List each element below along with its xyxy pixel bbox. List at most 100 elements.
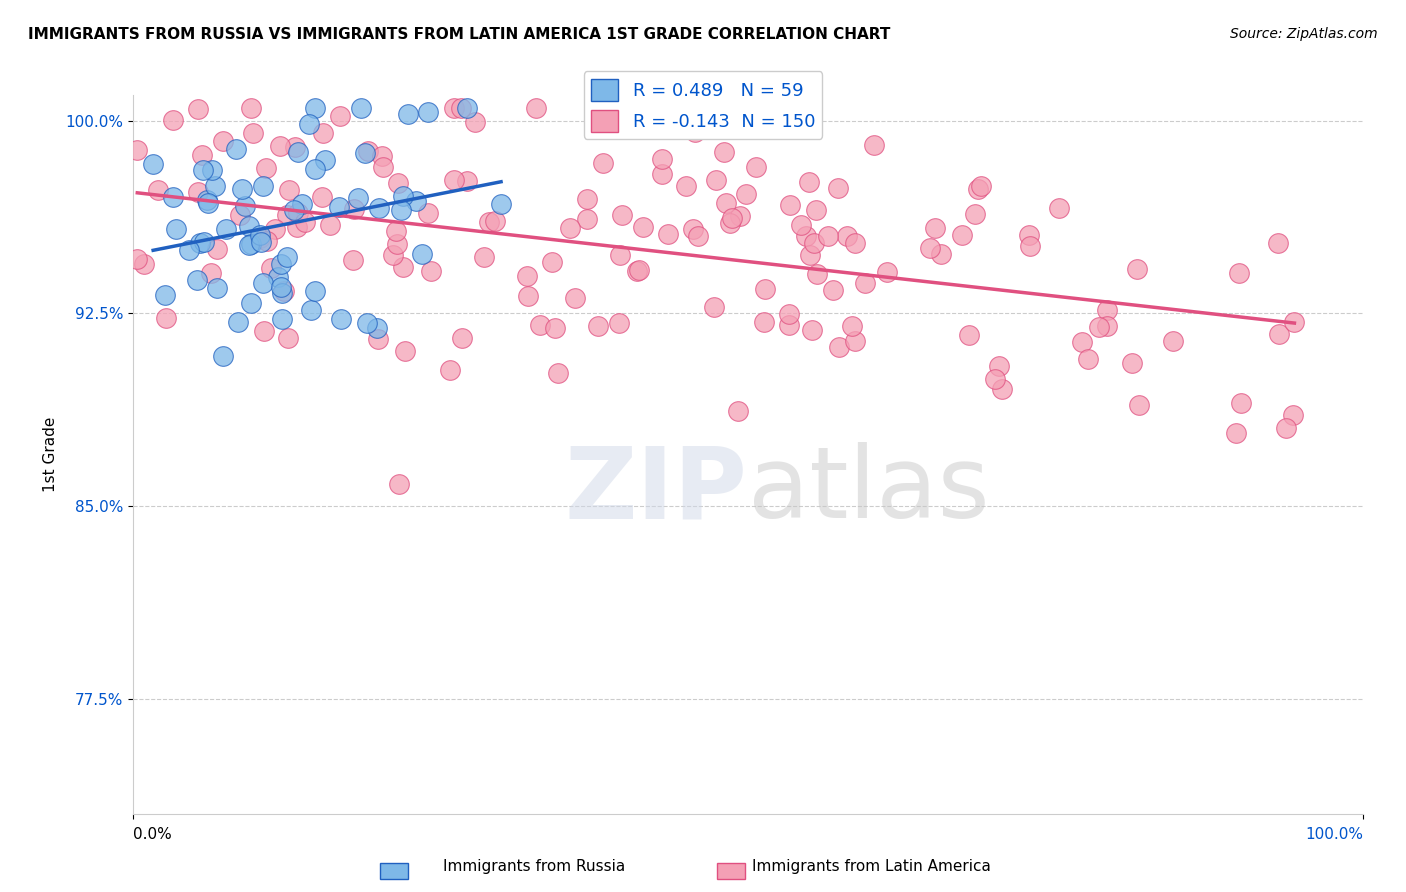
Point [342,253,364,268]
Point [200,266,222,280]
Point [844,334,866,348]
Point [187,103,209,117]
Point [277,331,299,345]
Point [806,267,828,281]
Point [752,315,775,329]
Point [260,261,283,276]
Point [721,211,744,226]
Point [790,218,813,232]
Point [1121,356,1143,370]
Text: IMMIGRANTS FROM RUSSIA VS IMMIGRANTS FROM LATIN AMERICA 1ST GRADE CORRELATION CH: IMMIGRANTS FROM RUSSIA VS IMMIGRANTS FRO… [28,27,890,42]
Point [1088,319,1111,334]
Point [1284,315,1306,329]
Point [287,145,309,160]
Point [394,343,416,358]
Point [127,143,149,157]
Point [1161,334,1184,349]
Point [1071,334,1094,349]
Point [254,161,277,175]
Y-axis label: 1st Grade: 1st Grade [44,417,58,492]
Point [368,201,391,215]
Point [450,101,472,115]
Point [443,173,465,187]
Point [966,182,988,196]
Point [212,134,235,148]
Point [451,330,474,344]
Point [456,101,478,115]
Point [373,160,395,174]
Point [727,404,749,418]
Point [214,221,236,235]
Point [195,194,218,208]
Point [162,190,184,204]
Point [270,280,292,294]
Point [276,209,298,223]
Point [354,146,377,161]
Point [155,311,177,326]
Point [329,312,352,326]
Point [186,273,208,287]
Point [827,340,849,354]
Point [609,247,631,261]
Point [1095,302,1118,317]
Point [249,231,271,245]
Point [190,148,212,162]
Point [233,199,256,213]
Point [240,236,263,251]
Point [588,318,610,333]
Point [193,235,215,250]
Point [524,101,547,115]
Point [657,227,679,241]
Point [1267,236,1289,251]
Point [392,189,415,203]
Point [153,288,176,302]
Point [187,186,209,200]
Point [1077,352,1099,367]
Point [800,323,823,337]
Point [266,270,288,285]
Point [273,284,295,298]
Point [367,333,389,347]
Point [806,202,828,217]
Point [827,181,849,195]
Point [778,306,800,320]
Point [626,264,648,278]
Point [779,198,801,212]
Point [311,190,333,204]
Point [984,371,1007,385]
Point [547,366,569,380]
Point [704,172,727,186]
Point [464,115,486,129]
Point [127,252,149,266]
Point [270,285,292,300]
Point [797,175,820,189]
Point [312,126,335,140]
Point [229,208,252,222]
Point [211,349,233,363]
Point [165,222,187,236]
Point [252,179,274,194]
Point [284,140,307,154]
Point [474,250,496,264]
Point [835,228,858,243]
Text: 0.0%: 0.0% [132,827,172,842]
Point [516,269,538,284]
Point [294,215,316,229]
Point [304,161,326,176]
Point [924,221,946,235]
Point [389,203,412,218]
Point [876,265,898,279]
Point [544,321,567,335]
Point [200,162,222,177]
Point [328,200,350,214]
Point [987,359,1010,373]
Point [197,195,219,210]
Point [278,182,301,196]
Point [1097,318,1119,333]
Point [703,300,725,314]
Point [287,206,309,220]
Point [392,260,415,275]
Point [314,153,336,167]
Point [517,289,540,303]
Point [841,318,863,333]
